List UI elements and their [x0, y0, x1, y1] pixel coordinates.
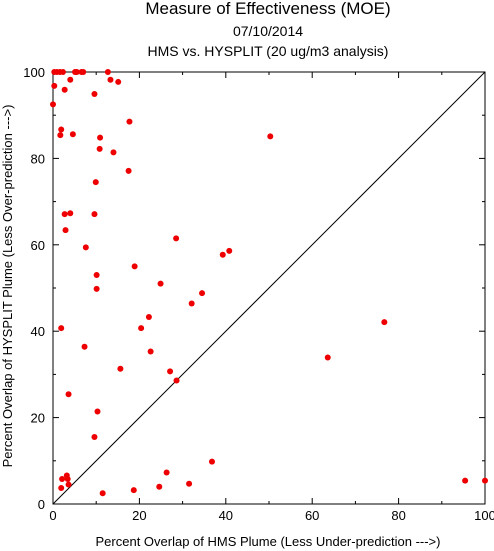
data-point [104, 69, 111, 75]
data-point [324, 354, 331, 361]
data-point [115, 78, 122, 85]
data-point [58, 126, 65, 133]
data-point [59, 69, 66, 75]
data-point [188, 300, 195, 307]
y-tick-label: 0 [38, 497, 45, 512]
data-point [97, 134, 104, 141]
data-point [226, 247, 233, 254]
data-point [50, 101, 56, 108]
data-point [130, 487, 137, 494]
data-point [462, 477, 469, 484]
data-point [62, 227, 69, 234]
data-point [94, 408, 101, 415]
data-point [91, 91, 98, 98]
data-point [208, 458, 215, 465]
y-tick-label: 100 [23, 65, 45, 80]
data-point [59, 475, 66, 482]
data-point [82, 244, 89, 251]
data-point [58, 325, 65, 332]
y-tick-label: 40 [31, 324, 45, 339]
data-point [157, 280, 164, 287]
data-point [126, 118, 133, 125]
data-point [73, 69, 80, 75]
data-point [199, 290, 206, 297]
data-point [61, 86, 68, 93]
data-point [167, 368, 174, 375]
data-point [67, 210, 74, 217]
data-point [93, 285, 100, 292]
data-point [163, 469, 170, 476]
y-tick-label: 20 [31, 411, 45, 426]
data-point [64, 475, 71, 482]
chart-title: Measure of Effectiveness (MOE) [145, 0, 390, 18]
data-point [61, 211, 68, 218]
data-point [173, 377, 180, 384]
x-tick-label: 100 [474, 508, 494, 523]
data-point [125, 167, 132, 174]
x-tick-label: 40 [219, 508, 233, 523]
data-point [93, 272, 100, 279]
data-point [96, 145, 103, 152]
data-point [186, 480, 193, 487]
data-point [65, 391, 72, 398]
chart-subtitle: HMS vs. HYSPLIT (20 ug/m3 analysis) [148, 43, 389, 59]
data-point [156, 483, 163, 490]
data-point [381, 319, 388, 326]
data-point [147, 348, 154, 355]
data-point [482, 477, 488, 484]
data-point [173, 235, 180, 242]
data-point [67, 76, 74, 83]
y-tick-label: 80 [31, 151, 45, 166]
data-point [57, 132, 64, 139]
chart-date: 07/10/2014 [233, 23, 303, 39]
plot-area: 0 20 40 60 80 100 0 20 40 60 80 100 [23, 65, 494, 523]
x-axis-label: Percent Overlap of HMS Plume (Less Under… [96, 534, 441, 549]
data-point [80, 69, 87, 75]
data-point [99, 490, 106, 497]
x-tick-label: 20 [132, 508, 146, 523]
data-point [81, 343, 88, 350]
diagonal-reference-line [52, 71, 486, 505]
data-point [65, 481, 72, 488]
data-point [91, 434, 98, 441]
data-point [69, 131, 76, 138]
data-point [92, 179, 99, 186]
x-tick-label: 0 [49, 508, 56, 523]
y-tick-label: 60 [31, 238, 45, 253]
data-point [219, 251, 226, 258]
data-point [117, 365, 124, 372]
data-point [91, 211, 98, 218]
data-point [107, 76, 114, 83]
y-axis-label: Percent Overlap of HYSPLIT Plume (Less O… [0, 105, 15, 468]
x-tick-label: 60 [305, 508, 319, 523]
data-point [267, 133, 274, 140]
x-tick-label: 80 [391, 508, 405, 523]
data-point [138, 325, 145, 332]
data-point [110, 149, 117, 156]
data-point [131, 263, 138, 270]
data-point [51, 82, 58, 89]
data-point [58, 485, 65, 492]
data-point [145, 313, 152, 320]
